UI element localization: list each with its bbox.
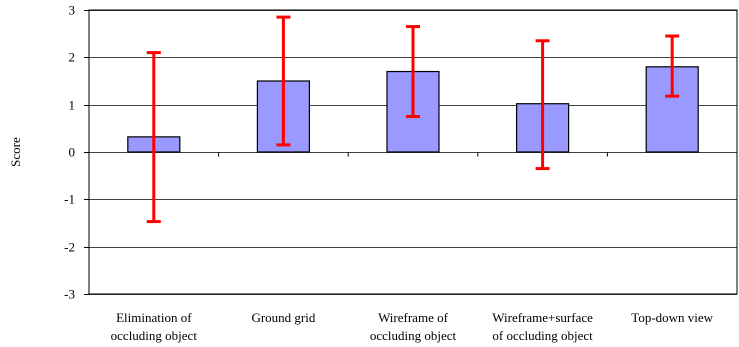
y-tick-label: 1 xyxy=(69,98,76,113)
x-category-label: Wireframe+surface xyxy=(492,310,593,325)
x-category-label: occluding object xyxy=(111,328,198,343)
grid-layer xyxy=(84,9,738,295)
x-category-label: of occluding object xyxy=(492,328,593,343)
x-category-label: Top-down view xyxy=(631,310,713,325)
y-tick-label: -1 xyxy=(64,192,75,207)
y-axis-title: Score xyxy=(8,137,23,167)
x-category-label: Ground grid xyxy=(251,310,315,325)
label-layer: 3 2 1 0 -1 -2 -3 Elimination of occluding object… xyxy=(64,3,714,344)
error-bar-layer xyxy=(146,15,680,224)
x-category-label: Wireframe of xyxy=(378,310,449,325)
x-category-label: Elimination of xyxy=(116,310,192,325)
y-tick-label: 0 xyxy=(69,145,76,160)
y-tick-label: 3 xyxy=(69,3,76,18)
y-tick-label: -3 xyxy=(64,287,75,302)
x-category-label: occluding object xyxy=(370,328,457,343)
y-tick-label: 2 xyxy=(69,50,76,65)
y-tick-label: -2 xyxy=(64,240,75,255)
